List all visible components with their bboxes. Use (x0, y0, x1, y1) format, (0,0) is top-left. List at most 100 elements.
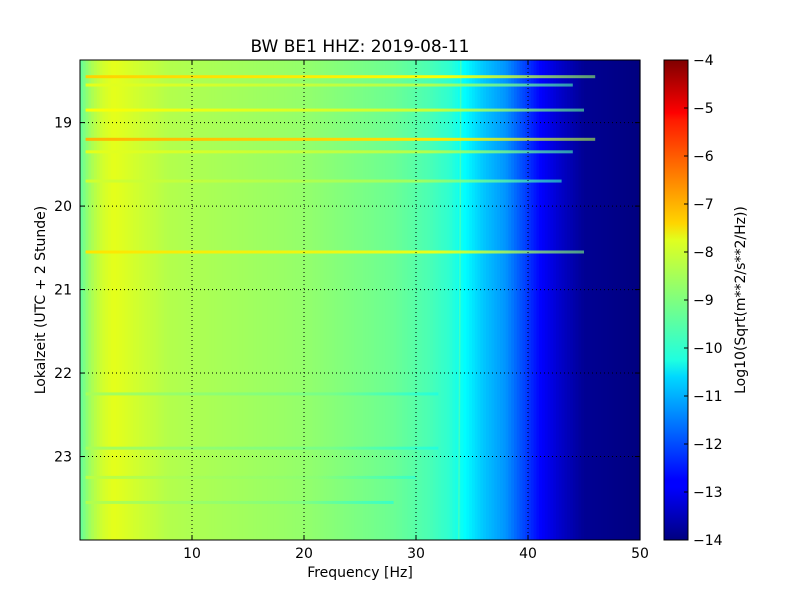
x-axis-ticks: 10 20 30 40 50 (183, 60, 649, 562)
heatmap-column (449, 60, 453, 540)
heatmap-column (427, 60, 431, 540)
heatmap-column (284, 60, 288, 540)
heatmap-column (614, 60, 619, 540)
heatmap-column (231, 60, 235, 540)
heatmap-column (598, 60, 602, 540)
heatmap-column (292, 60, 297, 540)
heatmap-column (393, 60, 397, 540)
heatmap-column (623, 60, 627, 540)
heatmap-column (480, 60, 484, 540)
heatmap-column (584, 60, 588, 540)
heatmap-column (337, 60, 341, 540)
colorbar-tick-label: −14 (693, 533, 723, 549)
colorbar-ticks: −4 −5 −6 −7 −8 −9 −10 −11 −12 −13 −14 (684, 53, 723, 549)
heatmap-column (589, 60, 593, 540)
heatmap-column (477, 60, 481, 540)
heatmap-column (522, 60, 526, 540)
heatmap-column (362, 60, 367, 540)
heatmap-column (388, 60, 392, 540)
heatmap-column (385, 60, 389, 540)
heatmap-column (376, 60, 381, 540)
heatmap-column (197, 60, 201, 540)
heatmap-column (379, 60, 383, 540)
heatmap-column (262, 60, 266, 540)
heatmap-column (267, 60, 271, 540)
x-axis-label: Frequency [Hz] (307, 565, 413, 581)
chart-title: BW BE1 HHZ: 2019-08-11 (250, 37, 469, 57)
heatmap-column (85, 60, 89, 540)
heatmap-column (301, 60, 305, 540)
heatmap-column (508, 60, 512, 540)
heatmap-column (225, 60, 229, 540)
heatmap-column (312, 60, 316, 540)
heatmap-column (348, 60, 353, 540)
heatmap-column (281, 60, 285, 540)
heatmap-column (298, 60, 302, 540)
heatmap-column (113, 60, 117, 540)
heatmap-column (399, 60, 403, 540)
heatmap-column (483, 60, 487, 540)
heatmap-column (158, 60, 162, 540)
heatmap-column (455, 60, 459, 540)
colorbar-tick-label: −9 (693, 293, 714, 309)
heatmap-column (147, 60, 151, 540)
heatmap-column (309, 60, 313, 540)
heatmap-column (136, 60, 140, 540)
heatmap-column (133, 60, 137, 540)
colorbar-tick-label: −5 (693, 101, 714, 117)
heatmap-column (256, 60, 260, 540)
heatmap-column (236, 60, 241, 540)
heatmap-column (245, 60, 249, 540)
heatmap-column (306, 60, 311, 540)
heatmap-column (402, 60, 406, 540)
heatmap-column (606, 60, 610, 540)
heatmap-column (528, 60, 532, 540)
heatmap-column (192, 60, 196, 540)
heatmap-column (542, 60, 546, 540)
heatmap-column (264, 60, 269, 540)
heatmap-column (474, 60, 479, 540)
heatmap-column (581, 60, 585, 540)
heatmap-column (628, 60, 633, 540)
heatmap-column (547, 60, 551, 540)
colorbar-tick-label: −10 (693, 341, 723, 357)
heatmap-column (396, 60, 400, 540)
heatmap-column (189, 60, 193, 540)
heatmap-column (494, 60, 498, 540)
heatmap-column (553, 60, 557, 540)
heatmap-column (91, 60, 95, 540)
y-axis-ticks: 19 20 21 22 23 (54, 116, 640, 466)
heatmap-column (570, 60, 574, 540)
plot-frame (79, 59, 641, 541)
y-tick-label: 19 (54, 116, 72, 132)
colorbar-tick-label: −4 (693, 53, 714, 69)
heatmap-column (150, 60, 154, 540)
heatmap-column (295, 60, 299, 540)
heatmap-column (357, 60, 361, 540)
heatmap-column (634, 60, 638, 540)
heatmap-column (514, 60, 518, 540)
heatmap-column (592, 60, 596, 540)
heatmap-column (108, 60, 112, 540)
heatmap-column (144, 60, 148, 540)
heatmap-column (217, 60, 221, 540)
heatmap-column (486, 60, 490, 540)
heatmap-column (166, 60, 171, 540)
heatmap-column (315, 60, 319, 540)
heatmap-column (497, 60, 501, 540)
heatmap-column (124, 60, 129, 540)
heatmap-column (253, 60, 257, 540)
heatmap-column (432, 60, 437, 540)
heatmap-column (603, 60, 607, 540)
heatmap-column (220, 60, 224, 540)
heatmap-column (278, 60, 283, 540)
x-tick-label: 50 (631, 546, 649, 562)
heatmap-column (200, 60, 204, 540)
heatmap-column (130, 60, 134, 540)
heatmap-column (228, 60, 232, 540)
x-tick-label: 30 (407, 546, 425, 562)
heatmap-column (424, 60, 428, 540)
y-tick-label: 21 (54, 283, 72, 299)
heatmap-column (536, 60, 540, 540)
heatmap-column (631, 60, 635, 540)
